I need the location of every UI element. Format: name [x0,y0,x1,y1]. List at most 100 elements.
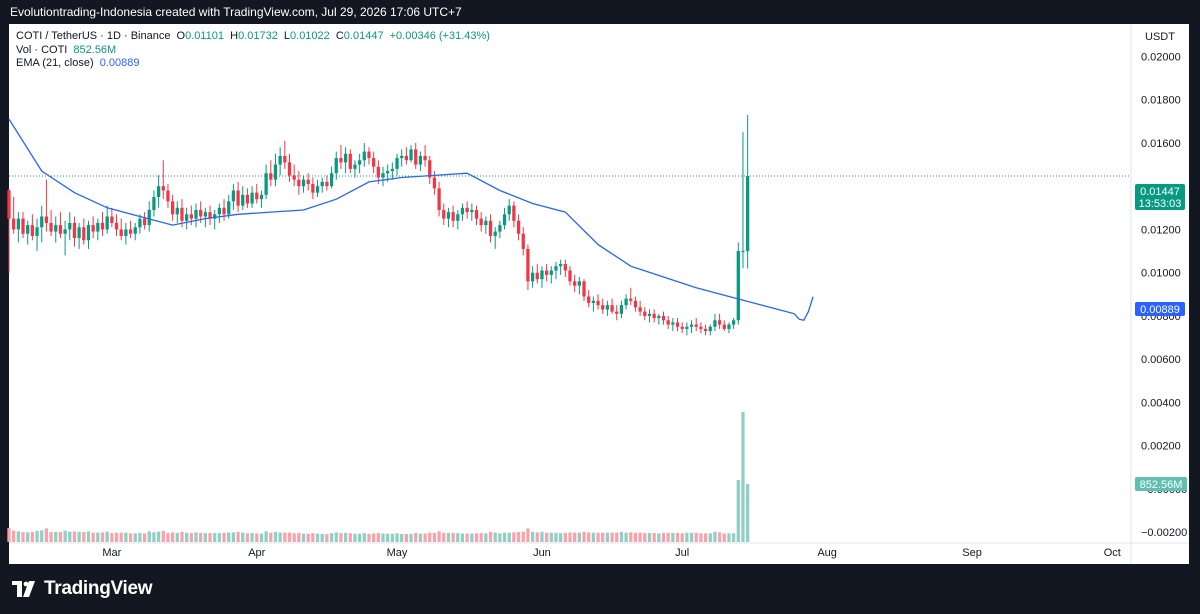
candle [7,188,11,273]
volume-bars [7,412,750,542]
volume-bar [166,532,170,542]
candle [357,153,362,174]
volume-label[interactable]: Vol · COTI [16,43,68,56]
volume-bar [91,532,95,542]
volume-bar [484,533,488,542]
volume-value: 852.56M [73,43,117,56]
volume-bar [199,532,203,542]
candle [259,190,264,208]
candle [166,184,170,208]
volume-bar [741,412,745,542]
candle [596,294,600,310]
candle [54,216,58,243]
candle [414,142,418,169]
volume-badge-value: 852.56M [1140,479,1183,491]
volume-bar [100,532,105,542]
bar-countdown: 13:53:03 [1139,198,1182,210]
candle [717,313,722,329]
volume-bar [231,532,236,542]
candle [498,220,502,239]
volume-bar [456,533,460,542]
volume-bar [629,532,633,542]
candle [629,287,633,306]
candle [633,296,638,312]
volume-bar [596,532,600,542]
time-axis[interactable]: Mar Apr May Jun Jul Aug Sep Oct [102,547,1120,559]
candle [404,147,409,165]
volume-bar [498,533,502,542]
candle [175,201,179,223]
candle [297,171,301,195]
candle [741,132,745,269]
high-label: H [230,30,239,42]
candle [493,227,497,249]
candle [231,184,236,210]
candle [348,149,352,174]
candle [320,177,324,193]
volume-bar [236,531,240,542]
candle [512,201,516,228]
volume-bar [530,531,535,542]
volume-bar [315,533,320,542]
candle [559,259,563,275]
volume-bar [306,533,310,542]
symbol-title[interactable]: COTI / TetherUS · 1D · Binance [16,30,171,42]
currency-label[interactable]: USDT [1145,31,1175,43]
volume-bar [161,530,165,542]
candle [152,190,156,217]
volume-bar [12,530,16,542]
volume-bar [442,532,446,542]
candle [703,324,708,336]
volume-bar [110,533,114,542]
price-axis[interactable]: 0.02000 0.01800 0.01600 0.01200 0.01000 0.008… [1141,51,1187,539]
candle [619,300,624,319]
candle [114,214,119,236]
volume-bar [124,532,128,542]
volume-bar [170,532,175,542]
candle [241,186,245,210]
volume-bar [689,532,694,542]
volume-bar [446,533,451,542]
ohlc-row: COTI / TetherUS · 1D · Binance O0.01101 … [16,30,490,44]
volume-bar [418,533,423,542]
volume-bar [610,532,614,542]
volume-bar [278,532,282,542]
candle [96,218,100,241]
candle [437,181,441,217]
candle [675,318,680,332]
volume-bar [49,532,53,542]
candle [624,294,628,310]
time-tick-label: Aug [817,547,837,559]
candle [133,222,137,241]
volume-bar [381,533,385,542]
volume-bar [189,533,193,542]
volume-bar [540,531,544,542]
volume-bar [647,533,652,542]
volume-bar [287,532,292,542]
volume-badge: 852.56M [1135,477,1187,491]
candle [577,277,581,295]
candle [273,153,278,187]
volume-bar [554,532,558,542]
volume-bar [577,532,581,542]
candle [264,164,268,200]
volume-bar [114,532,119,542]
ema-label[interactable]: EMA (21, close) [16,57,94,69]
open-label: O [176,30,186,42]
candle [227,194,231,219]
candle [554,261,558,280]
time-tick-label: May [387,547,408,559]
volume-bar [208,533,212,542]
candle [591,296,596,312]
candle [488,214,493,243]
volume-bar [404,533,409,542]
volume-bar [451,532,455,542]
candle [40,205,44,243]
volume-bar [16,531,20,542]
candle [474,205,479,226]
volume-bar [203,533,207,542]
candle [250,186,254,208]
candle [44,179,49,232]
price-tick-label: 0.00400 [1141,397,1181,409]
